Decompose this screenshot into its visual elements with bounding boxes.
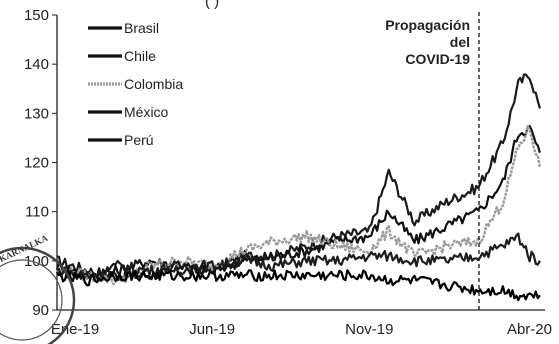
series-line-3 [55, 125, 542, 286]
legend-label-chile: Chile [124, 48, 156, 64]
legend-label-mexico: México [124, 104, 169, 120]
x-axis: Ene-19 Jun-19 Nov-19 Abr-20 [51, 321, 552, 338]
stamp-outer-ring [0, 246, 76, 344]
y-tick-label: 90 [32, 302, 49, 319]
series-line-2 [55, 124, 541, 280]
x-tick-label: Nov-19 [345, 321, 393, 338]
series-lines [55, 73, 542, 302]
y-tick-label: 130 [24, 105, 49, 122]
x-tick-label: Ene-19 [51, 321, 99, 338]
legend-label-peru: Perú [124, 132, 154, 148]
series-line-5 [56, 269, 541, 302]
annotation-line-2: del [450, 34, 470, 50]
annotation-line-1: Propagación [385, 17, 470, 33]
legend-label-colombia: Colombia [124, 76, 183, 92]
chart-title-fragment: ( ) [205, 0, 219, 10]
y-tick-label: 120 [24, 155, 49, 172]
legend: Brasil Chile Colombia México Perú [88, 20, 183, 148]
stamp-inner-ring [0, 259, 63, 341]
legend-label-brasil: Brasil [124, 20, 159, 36]
series-line-4 [56, 232, 541, 279]
x-tick-label: Abr-20 [507, 321, 552, 338]
y-tick-label: 150 [24, 7, 49, 24]
y-tick-label: 140 [24, 56, 49, 73]
annotation-line-3: COVID-19 [405, 51, 470, 67]
y-tick-label: 110 [25, 204, 49, 221]
x-tick-label: Jun-19 [189, 321, 235, 338]
